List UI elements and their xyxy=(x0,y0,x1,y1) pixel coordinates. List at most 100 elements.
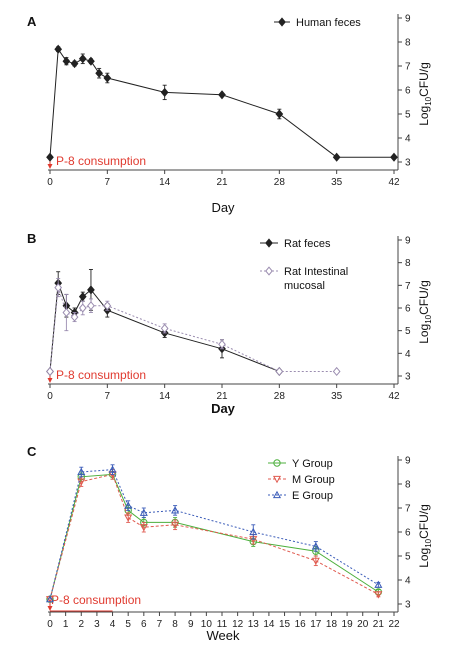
x-tick-label: 4 xyxy=(110,619,116,630)
x-tick-label: 3 xyxy=(94,619,100,630)
series-line xyxy=(49,469,379,600)
series-line xyxy=(49,287,337,372)
series-1 xyxy=(46,278,341,377)
x-tick-label: 28 xyxy=(274,391,286,402)
legend-marker xyxy=(272,475,282,484)
legend-marker xyxy=(265,266,273,276)
data-point xyxy=(160,323,169,333)
x-tick-label: 1 xyxy=(63,619,69,630)
legend-label: Human feces xyxy=(296,17,361,29)
y-axis-label: Log10CFU/g xyxy=(417,504,433,568)
data-point xyxy=(78,292,87,302)
data-point xyxy=(390,152,398,162)
x-tick-label: 42 xyxy=(388,177,400,188)
data-point xyxy=(139,508,148,516)
x-tick-label: 12 xyxy=(232,619,244,630)
y-tick-label: 6 xyxy=(405,86,411,97)
x-tick-label: 5 xyxy=(125,619,131,630)
x-axis-label: Day xyxy=(211,401,236,416)
legend-label: Y Group xyxy=(292,458,333,470)
data-point xyxy=(95,68,103,78)
series-0 xyxy=(46,269,284,377)
annotation-arrowhead xyxy=(47,164,53,169)
data-point xyxy=(45,594,55,603)
y-tick-label: 5 xyxy=(405,110,411,121)
data-point xyxy=(332,366,341,377)
y-tick-label: 6 xyxy=(405,304,411,315)
data-point xyxy=(124,501,133,509)
x-tick-label: 16 xyxy=(295,619,307,630)
y-label-suffix: CFU/g xyxy=(417,280,431,315)
data-point xyxy=(275,109,284,119)
annotation-text: P-8 consumption xyxy=(56,154,146,168)
panel-b: B 0 7 14 21 28 35 42 Day 3 4 5 6 7 8 9 Log10CFU/g P-8 con… xyxy=(27,231,433,416)
y-tick-label: 9 xyxy=(405,14,411,25)
y-tick-label: 9 xyxy=(405,236,411,247)
y-tick-label: 9 xyxy=(405,456,411,467)
y-tick-label: 7 xyxy=(405,504,411,515)
x-tick-label: 2 xyxy=(78,619,84,630)
y-tick-label: 8 xyxy=(405,480,411,491)
legend-marker xyxy=(272,490,282,499)
data-point xyxy=(70,312,79,322)
legend-label: Rat feces xyxy=(284,238,331,250)
data-point xyxy=(46,152,54,162)
x-tick-label: 14 xyxy=(263,619,275,630)
legend-label: E Group xyxy=(292,490,333,502)
x-tick-label: 14 xyxy=(159,391,171,402)
x-tick-label: 35 xyxy=(331,177,343,188)
data-point xyxy=(160,87,169,97)
legend-label: Rat Intestinal mucosal xyxy=(284,266,348,292)
series-2 xyxy=(45,464,383,603)
data-point xyxy=(124,514,133,522)
data-point xyxy=(87,56,95,66)
legend-label: M Group xyxy=(292,474,335,486)
x-tick-label: 21 xyxy=(373,619,385,630)
x-tick-label: 19 xyxy=(342,619,354,630)
x-tick-label: 17 xyxy=(310,619,322,630)
data-point xyxy=(54,44,63,54)
y-tick-label: 3 xyxy=(405,372,411,383)
y-label-prefix: Log xyxy=(417,324,431,344)
data-point xyxy=(87,301,95,311)
data-point xyxy=(87,285,95,295)
y-label-sub: 10 xyxy=(424,314,433,323)
data-point xyxy=(103,73,112,83)
data-point xyxy=(275,366,284,377)
y-label-sub: 10 xyxy=(424,538,433,547)
annotation-text: P-8 consumption xyxy=(51,593,141,607)
series-line xyxy=(49,47,394,158)
data-point xyxy=(77,478,86,486)
annotation-arrowhead xyxy=(47,606,53,611)
data-point xyxy=(218,90,226,100)
y-label-prefix: Log xyxy=(417,106,431,126)
series-line xyxy=(49,282,280,372)
y-label-prefix: Log xyxy=(417,548,431,568)
annotation-text: P-8 consumption xyxy=(56,368,146,382)
data-point xyxy=(77,467,86,476)
data-point xyxy=(62,307,71,318)
annotation-arrowhead xyxy=(47,378,53,383)
y-tick-label: 7 xyxy=(405,62,411,73)
data-point xyxy=(108,465,117,473)
legend-label-line: Rat Intestinal xyxy=(284,266,348,278)
series-1 xyxy=(45,469,383,604)
data-point xyxy=(78,303,87,313)
data-point xyxy=(374,580,383,588)
data-point xyxy=(62,56,71,66)
x-tick-label: 21 xyxy=(216,177,228,188)
data-point xyxy=(311,542,320,550)
data-point xyxy=(78,54,87,64)
x-tick-label: 0 xyxy=(47,619,53,630)
legend-marker xyxy=(273,459,281,467)
y-label-sub: 10 xyxy=(424,96,433,105)
y-tick-label: 7 xyxy=(405,281,411,292)
y-tick-label: 5 xyxy=(405,326,411,337)
series-line xyxy=(49,473,379,600)
x-tick-label: 9 xyxy=(188,619,194,630)
data-point xyxy=(374,591,383,599)
y-tick-label: 4 xyxy=(405,134,411,145)
x-tick-label: 22 xyxy=(388,619,400,630)
x-tick-label: 6 xyxy=(141,619,147,630)
